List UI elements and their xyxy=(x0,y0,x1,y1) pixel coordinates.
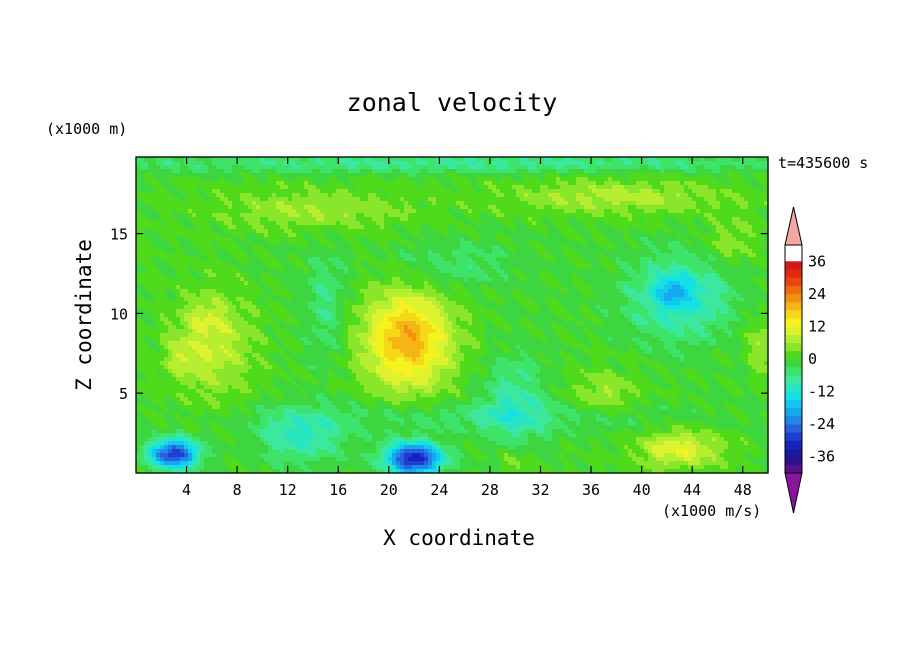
x-tick-label: 32 xyxy=(531,481,549,499)
x-axis-label: X coordinate xyxy=(383,526,535,550)
x-tick-label: 4 xyxy=(182,481,191,499)
colorbar-segment xyxy=(785,359,802,368)
colorbar-segment xyxy=(785,310,802,319)
x-axis-unit: (x1000 m/s) xyxy=(662,502,762,520)
colorbar: 36 24 12 0 -12 -24 -36 xyxy=(784,206,835,514)
colorbar-label: -12 xyxy=(808,383,835,401)
y-axis-unit: (x1000 m) xyxy=(46,120,128,138)
x-tick-label: 40 xyxy=(633,481,651,499)
colorbar-segment xyxy=(785,318,802,327)
y-tick-label: 10 xyxy=(110,305,128,323)
colorbar-segment xyxy=(785,432,802,441)
colorbar-label: 0 xyxy=(808,350,817,368)
colorbar-segment xyxy=(785,407,802,417)
colorbar-segment xyxy=(785,261,802,270)
colorbar-segment xyxy=(785,350,802,360)
colorbar-label: 12 xyxy=(808,317,826,335)
x-tick-label: 48 xyxy=(734,481,752,499)
y-tick-label: 15 xyxy=(110,226,128,244)
colorbar-segment xyxy=(785,383,802,392)
colorbar-label: 36 xyxy=(808,252,826,270)
colorbar-label: 24 xyxy=(808,285,826,303)
x-tick-label: 8 xyxy=(233,481,242,499)
chart-title: zonal velocity xyxy=(346,88,558,117)
colorbar-segment xyxy=(785,464,802,474)
colorbar-segment xyxy=(785,334,802,344)
colorbar-segment xyxy=(785,367,802,376)
colorbar-segment xyxy=(785,399,802,409)
colorbar-segment xyxy=(785,285,802,295)
colorbar-segment xyxy=(785,448,802,458)
colorbar-segment xyxy=(785,293,802,303)
colorbar-over-arrow xyxy=(784,206,803,246)
y-tick-label: 5 xyxy=(119,385,128,403)
colorbar-under-arrow xyxy=(784,472,803,514)
colorbar-label: -36 xyxy=(808,448,835,466)
contour-field xyxy=(136,157,769,474)
colorbar-label: -24 xyxy=(808,415,835,433)
x-tick-label: 16 xyxy=(329,481,347,499)
time-label: t=435600 s xyxy=(778,154,869,172)
colorbar-segment xyxy=(785,375,802,384)
colorbar-segment xyxy=(785,326,802,335)
x-tick-label: 44 xyxy=(683,481,701,499)
x-tick-label: 36 xyxy=(582,481,600,499)
colorbar-segment xyxy=(785,269,802,278)
plot-frame xyxy=(135,156,769,474)
colorbar-segment xyxy=(785,440,802,449)
colorbar-segment xyxy=(785,277,802,287)
colorbar-segment xyxy=(785,416,802,425)
colorbar-frame xyxy=(784,244,803,474)
x-tick-label: 12 xyxy=(279,481,297,499)
colorbar-segment xyxy=(785,302,802,311)
colorbar-segment xyxy=(785,342,802,352)
x-tick-label: 28 xyxy=(481,481,499,499)
colorbar-segment xyxy=(785,391,802,401)
colorbar-segment xyxy=(785,456,802,466)
colorbar-segment xyxy=(785,424,802,433)
x-tick-label: 24 xyxy=(430,481,448,499)
x-tick-label: 20 xyxy=(380,481,398,499)
